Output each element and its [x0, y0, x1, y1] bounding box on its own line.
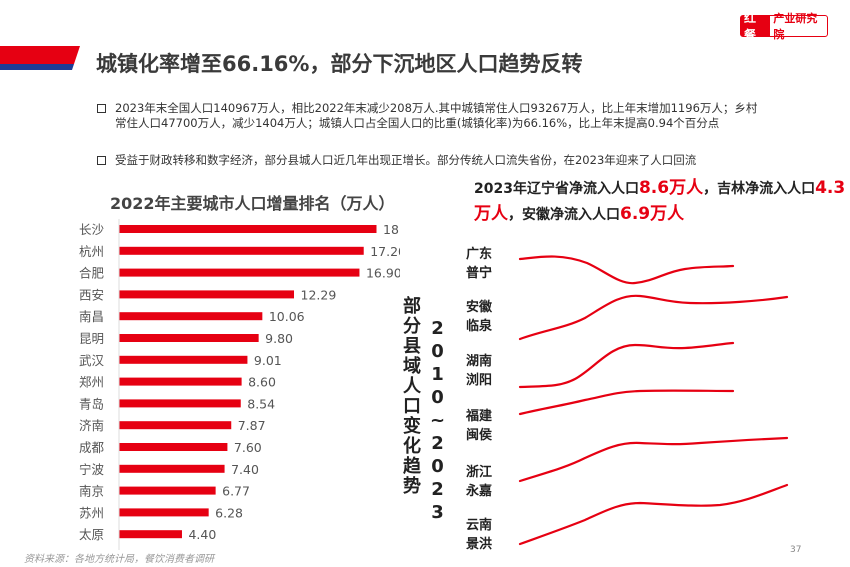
value-label: 18.10: [383, 222, 400, 237]
category-label: 杭州: [79, 244, 104, 259]
bar: [119, 225, 377, 233]
category-label: 南昌: [79, 309, 104, 324]
trend-line-minhou: [518, 389, 735, 416]
county-name: 浏阳: [466, 373, 493, 388]
category-label: 郑州: [79, 375, 104, 390]
value-label: 6.77: [222, 484, 250, 499]
county-label: 广东 普宁: [466, 245, 496, 283]
bar: [119, 268, 360, 277]
value-label: 7.60: [234, 440, 262, 455]
bar: [119, 464, 225, 473]
header-accent-band: [0, 46, 80, 70]
trend-line-linquan: [518, 294, 789, 341]
bar: [119, 443, 228, 451]
trend-line-jinghong: [518, 483, 789, 546]
category-label: 青岛: [79, 396, 104, 411]
county-label: 福建 闽侯: [466, 407, 496, 445]
bar: [119, 334, 259, 342]
county-name: 普宁: [466, 266, 493, 281]
value-label: 9.80: [265, 331, 293, 346]
category-label: 长沙: [79, 222, 105, 237]
category-label: 成都: [79, 440, 105, 455]
category-label: 昆明: [79, 331, 104, 346]
county-name: 永嘉: [466, 484, 493, 499]
bar: [119, 246, 364, 255]
bar: [119, 399, 241, 408]
category-label: 太原: [79, 527, 104, 542]
logo-text: 产业研究院: [773, 12, 818, 41]
bar: [119, 290, 295, 299]
county-name: 景洪: [466, 537, 493, 552]
value-label: 7.87: [238, 418, 266, 433]
province-name: 湖南: [466, 354, 493, 369]
page-title: 城镇化率增至66.16%，部分下沉地区人口趋势反转: [96, 52, 583, 76]
trend-line-yongjia: [518, 436, 789, 483]
value-label: 8.60: [248, 375, 276, 390]
chart-title: 2022年主要城市人口增量排名（万人）: [110, 194, 395, 213]
trend-line-liuyang: [518, 341, 735, 389]
category-label: 宁波: [79, 462, 105, 477]
county-name: 闽侯: [466, 428, 493, 443]
category-label: 苏州: [79, 505, 104, 520]
bar: [119, 486, 216, 495]
value-label: 16.90: [366, 266, 400, 281]
county-label: 湖南 浏阳: [466, 352, 496, 390]
bullet-square-icon: [97, 156, 106, 165]
trend-headline: 2023年辽宁省净流入人口8.6万人，吉林净流入人口4.3万人，安徽净流入人口6…: [474, 178, 846, 224]
bar-chart: 长沙 18.10 杭州 17.20 合肥 16.90 西安 12.29 南昌 10.06 昆明 9.8…: [79, 219, 400, 550]
value-label: 9.01: [254, 353, 282, 368]
brand-logo: 红餐 产业研究院: [740, 11, 828, 42]
county-name: 临泉: [466, 319, 493, 334]
bullet-item: 2023年末全国人口140967万人，相比2022年末减少208万人.其中城镇常…: [97, 101, 767, 131]
value-label: 4.40: [188, 527, 216, 542]
county-label: 云南 景洪: [466, 516, 496, 554]
category-label: 武汉: [79, 353, 105, 368]
bullet-square-icon: [97, 104, 106, 113]
province-name: 安徽: [466, 300, 493, 315]
province-name: 浙江: [466, 465, 493, 480]
value-label: 6.28: [215, 505, 243, 520]
category-label: 西安: [79, 287, 104, 302]
trend-vertical-years: 2010~2023: [427, 318, 448, 525]
value-label: 12.29: [301, 287, 337, 302]
bar: [119, 421, 232, 430]
page-number: 37: [790, 545, 802, 555]
bar: [119, 530, 182, 539]
trend-line-puning: [518, 255, 735, 285]
province-name: 广东: [466, 247, 493, 262]
category-label: 合肥: [79, 266, 105, 281]
value-label: 10.06: [269, 309, 305, 324]
province-name: 福建: [466, 409, 493, 424]
province-name: 云南: [466, 518, 493, 533]
value-label: 8.54: [247, 396, 275, 411]
value-label: 17.20: [370, 244, 400, 259]
category-label: 济南: [79, 418, 104, 433]
county-label: 安徽 临泉: [466, 298, 496, 336]
bullet-item: 受益于财政转移和数字经济，部分县城人口近几年出现正增长。部分传统人口流失省份，在…: [97, 153, 767, 168]
bar: [119, 508, 209, 517]
bar: [119, 312, 263, 321]
source-note: 资料来源：各地方统计局，餐饮消费者调研: [24, 554, 214, 565]
trend-vertical-title: 部分县域人口变化趋势: [400, 296, 421, 496]
bar: [119, 377, 242, 386]
category-label: 南京: [79, 484, 104, 499]
value-label: 7.40: [231, 462, 259, 477]
county-label: 浙江 永嘉: [466, 463, 496, 501]
bar: [119, 355, 248, 364]
